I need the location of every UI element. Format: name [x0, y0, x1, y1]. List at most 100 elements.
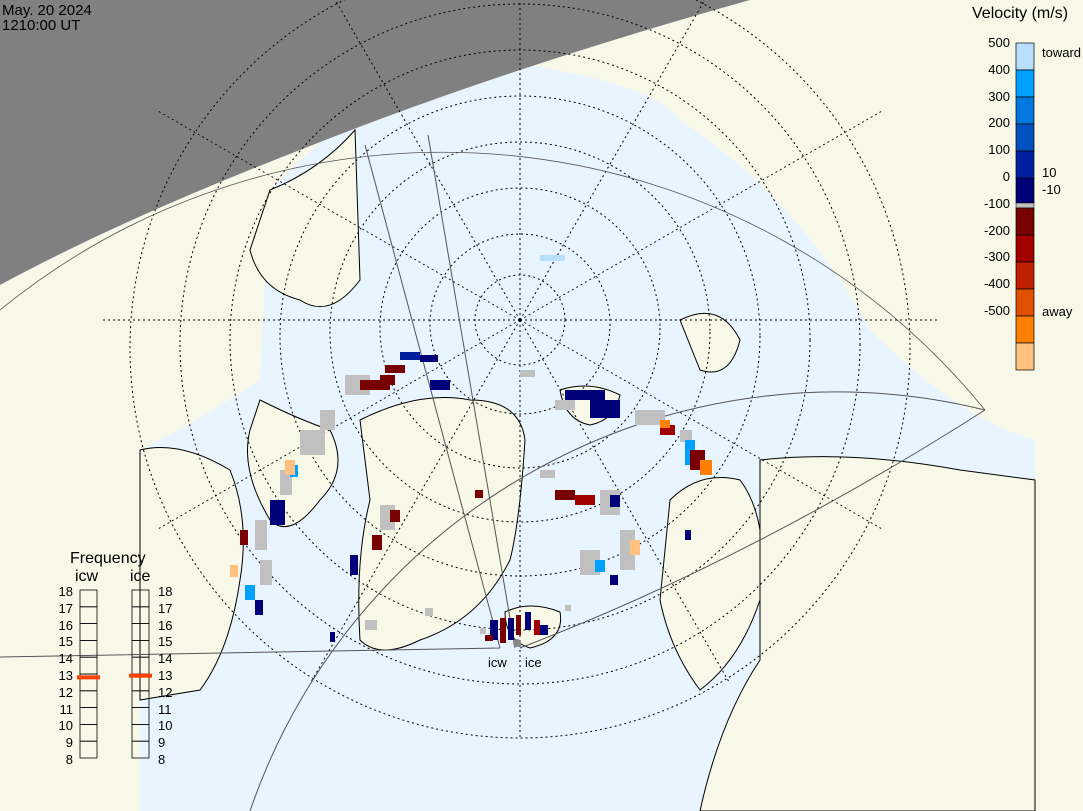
- latitude-circle: [329, 141, 711, 523]
- radar-echo: [700, 460, 712, 475]
- colorbar-tick-label: 300: [988, 88, 1010, 104]
- frequency-tick-label: 10: [158, 718, 173, 734]
- colorbar-tick-label: 0: [1002, 169, 1010, 184]
- meridian-line: [519, 109, 884, 321]
- land-canada-arctic: [249, 128, 361, 308]
- frequency-scale-cell: [79, 707, 98, 725]
- frequency-scale-cell: [131, 740, 150, 759]
- radar-echo: [565, 390, 605, 400]
- frequency-marker-ice: [129, 673, 152, 678]
- radar-range-arc-outer: [0, 152, 986, 411]
- radar-echo: [540, 255, 565, 261]
- radar-echo: [280, 470, 292, 495]
- radar-echo: [520, 370, 535, 377]
- colorbar-ground-scatter-bin: [1015, 202, 1035, 209]
- frequency-tick-label: 10: [58, 718, 73, 734]
- radar-fov-boundary: [0, 134, 986, 658]
- radar-echo: [365, 620, 377, 630]
- frequency-tick-label: 16: [158, 617, 173, 633]
- frequency-tick-label: 8: [65, 752, 73, 767]
- colorbar-away-label: away: [1042, 304, 1073, 319]
- colorbar-toward-bin: [1015, 69, 1035, 98]
- frequency-tick-label: 11: [158, 701, 172, 717]
- frequency-tick-label: 17: [158, 600, 173, 616]
- radar-echo: [385, 365, 405, 373]
- colorbar-away-bin: [1015, 261, 1035, 290]
- colorbar-toward-bin: [1015, 96, 1035, 125]
- radar-echo: [300, 430, 325, 455]
- colorbar-toward-label: toward: [1042, 45, 1082, 60]
- radar-echo: [525, 612, 531, 630]
- radar-echo: [480, 628, 486, 634]
- colorbar-away-bin: [1015, 288, 1035, 317]
- radar-echo: [230, 565, 238, 577]
- night-region: [0, 0, 750, 285]
- frequency-tick-label: 18: [158, 584, 173, 599]
- radar-echo: [685, 530, 691, 540]
- latitude-circle: [429, 233, 611, 415]
- frequency-radar-icw: icw: [75, 568, 99, 585]
- meridian-line: [334, 0, 521, 321]
- colorbar-tick-label: -100: [983, 195, 1010, 211]
- colorbar-tick-label: 500: [988, 35, 1010, 50]
- radar-echo: [330, 632, 335, 642]
- frequency-tick-label: 12: [158, 684, 173, 700]
- radar-echo: [500, 618, 506, 643]
- meridian-line: [156, 109, 521, 321]
- colorbar-toward-bin: [1015, 123, 1035, 152]
- frequency-tick-label: 15: [58, 634, 73, 650]
- frequency-tick-label: 13: [58, 668, 73, 683]
- frequency-marker-icw: [77, 675, 100, 680]
- radar-echo: [590, 400, 620, 418]
- radar-echo: [490, 620, 498, 640]
- radar-label-ice: ice: [525, 655, 542, 670]
- radar-echo: [430, 380, 450, 390]
- frequency-tick-label: 16: [58, 617, 73, 633]
- radar-echo: [485, 635, 493, 641]
- radar-echo: [245, 585, 255, 600]
- frequency-title: Frequency: [70, 550, 146, 567]
- frequency-tick-label: 18: [58, 584, 73, 599]
- radar-echo: [630, 540, 640, 555]
- frequency-tick-label: 14: [158, 651, 173, 667]
- land-europe-east: [699, 456, 1036, 811]
- radar-echo: [425, 608, 433, 616]
- colorbar-tick-label: -300: [983, 249, 1010, 265]
- radar-echo: [660, 425, 675, 435]
- frequency-tick-label: 17: [58, 600, 73, 616]
- frequency-tick-label: 12: [58, 684, 73, 700]
- radar-echo: [508, 618, 514, 640]
- radar-echo: [610, 495, 620, 507]
- colorbar-tick-label: 100: [988, 142, 1010, 158]
- colorbar-tick-label: 400: [988, 61, 1010, 77]
- meridian-line: [309, 319, 521, 684]
- frequency-tick-label: 11: [59, 701, 74, 717]
- colorbar-tick-label: -200: [983, 222, 1010, 238]
- colorbar-tick-label: 200: [988, 115, 1010, 131]
- radar-echo: [516, 615, 521, 635]
- frequency-scale-cell: [79, 740, 98, 759]
- frequency-scale-cell: [79, 656, 98, 675]
- radar-echo: [255, 600, 263, 615]
- radar-echo: [380, 375, 395, 385]
- frequency-tick-label: 9: [65, 735, 73, 751]
- colorbar-away-bin: [1015, 315, 1035, 344]
- radar-echo: [534, 620, 540, 635]
- colorbar-away-bin: [1015, 234, 1035, 263]
- frequency-scale-cell: [79, 589, 98, 608]
- radar-echo: [565, 605, 571, 611]
- plot-date: May. 20 2024: [2, 2, 92, 19]
- radar-label-icw: icw: [488, 655, 507, 670]
- radar-echo: [475, 490, 483, 498]
- frequency-tick-label: 15: [158, 634, 173, 650]
- colorbar-toward-bin: [1015, 177, 1035, 204]
- radar-echo: [270, 500, 285, 525]
- radar-echo: [680, 430, 692, 442]
- meridian-line: [519, 319, 884, 531]
- frequency-tick-label: 14: [58, 651, 73, 667]
- colorbar-minus10-label: -10: [1042, 182, 1061, 197]
- radar-echo: [260, 560, 272, 585]
- frequency-scale-cell: [79, 606, 98, 624]
- radar-echo: [540, 625, 548, 635]
- radar-echo: [285, 460, 295, 475]
